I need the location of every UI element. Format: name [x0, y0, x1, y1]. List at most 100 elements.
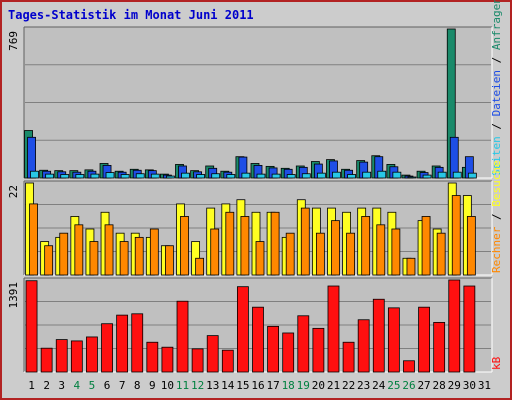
x-tick-label-day-26: 26 [402, 379, 415, 392]
top-bar-seiten-day-21 [332, 171, 341, 179]
top-bar-seiten-day-15 [241, 172, 251, 179]
x-tick-label-day-10: 10 [161, 379, 174, 392]
bottom-bar-kb-day-6 [101, 323, 113, 373]
top-bar-seiten-day-30 [467, 172, 477, 179]
top-bar-seiten-day-23 [362, 171, 372, 179]
top-ymax-label: 769 [7, 31, 20, 51]
x-tick-label-day-2: 2 [43, 379, 50, 392]
top-bar-seiten-day-14 [226, 174, 236, 179]
x-tick-label-day-27: 27 [417, 379, 430, 392]
x-tick-label-day-1: 1 [28, 379, 35, 392]
top-bar-seiten-day-7 [120, 174, 130, 179]
top-bar-seiten-day-27 [422, 174, 432, 179]
bottom-bar-kb-day-29 [448, 279, 461, 373]
bottom-bar-kb-day-7 [116, 314, 129, 373]
middle-bar-rechner-day-26 [406, 257, 416, 276]
middle-bar-rechner-day-30 [466, 216, 476, 276]
top-bar-seiten-day-5 [90, 173, 100, 179]
middle-bar-rechner-day-5 [89, 241, 99, 276]
x-tick-label-day-28: 28 [433, 379, 446, 392]
bottom-bar-kb-day-12 [191, 348, 204, 373]
bottom-bar-kb-day-28 [433, 321, 446, 373]
legend-entry: Rechner [490, 226, 503, 273]
middle-bar-rechner-day-1 [29, 203, 38, 276]
chart-title: Tages-Statistik im Monat Juni 2011 [8, 8, 254, 22]
top-legend: Seiten / Dateien / Anfragen [490, 0, 503, 176]
top-bar-seiten-day-12 [196, 174, 206, 179]
middle-bar-rechner-day-6 [104, 224, 114, 276]
x-tick-label-day-29: 29 [448, 379, 461, 392]
middle-bar-rechner-day-2 [44, 245, 54, 276]
middle-bar-rechner-day-12 [195, 257, 205, 276]
top-bar-seiten-day-4 [75, 174, 85, 179]
middle-bar-rechner-day-27 [421, 216, 431, 276]
bottom-legend: kB [490, 356, 503, 370]
bottom-bar-kb-day-11 [176, 300, 189, 373]
bottom-bar-kb-day-4 [70, 340, 83, 373]
legend-entry: kB [490, 356, 503, 370]
top-bar-seiten-day-22 [347, 174, 356, 179]
x-tick-label-day-23: 23 [357, 379, 370, 392]
middle-bar-rechner-day-19 [300, 207, 310, 276]
bottom-bar-kb-day-27 [418, 306, 430, 373]
bottom-bar-kb-day-2 [40, 347, 53, 373]
bottom-bar-kb-day-14 [221, 349, 234, 373]
legend-entry: Besuche [490, 160, 503, 206]
middle-bar-rechner-day-29 [451, 195, 461, 276]
x-tick-label-day-18: 18 [282, 379, 295, 392]
middle-bar-rechner-day-4 [74, 224, 84, 276]
top-bar-seiten-day-3 [60, 174, 70, 179]
bottom-bar-kb-day-9 [146, 341, 159, 373]
top-bar-seiten-day-25 [392, 171, 402, 179]
middle-bar-rechner-day-24 [376, 224, 386, 276]
top-bar-seiten-day-26 [407, 176, 417, 179]
x-tick-label-day-16: 16 [251, 379, 264, 392]
middle-bar-rechner-day-13 [210, 228, 220, 276]
middle-bar-rechner-day-15 [240, 216, 250, 276]
bottom-ymax-label: 1391 [7, 282, 20, 309]
x-tick-label-day-19: 19 [297, 379, 310, 392]
bottom-bar-kb-day-15 [237, 286, 249, 373]
bottom-bar-kb-day-19 [297, 315, 310, 373]
bottom-bar-kb-day-1 [25, 280, 38, 373]
middle-bar-rechner-day-20 [315, 232, 325, 276]
top-bar-seiten-day-28 [437, 171, 447, 179]
bottom-bar-kb-day-13 [206, 335, 219, 373]
middle-bar-rechner-day-16 [255, 241, 265, 276]
legend-entry: / [490, 207, 503, 227]
x-tick-label-day-9: 9 [149, 379, 156, 392]
bottom-bar-kb-day-21 [327, 285, 340, 373]
top-bar-seiten-day-9 [150, 173, 160, 179]
x-tick-label-day-14: 14 [221, 379, 235, 392]
top-bar-seiten-day-2 [45, 173, 55, 179]
legend-entry: / [490, 50, 503, 70]
x-tick-label-day-15: 15 [236, 379, 249, 392]
bottom-bar-kb-day-16 [252, 306, 264, 373]
x-tick-label-day-4: 4 [74, 379, 81, 392]
top-bar-seiten-day-29 [452, 171, 462, 179]
middle-ymax-label: 22 [7, 185, 20, 198]
bottom-bar-kb-day-22 [342, 341, 355, 373]
middle-bar-rechner-day-8 [134, 236, 144, 276]
bottom-bar-kb-day-25 [387, 307, 400, 373]
bottom-bar-kb-day-26 [403, 360, 415, 373]
top-bar-seiten-day-11 [181, 172, 190, 179]
middle-bar-rechner-day-14 [225, 211, 235, 276]
top-bar-seiten-day-19 [301, 173, 311, 179]
x-tick-label-day-31: 31 [478, 379, 491, 392]
middle-bar-rechner-day-9 [149, 228, 159, 276]
middle-bar-rechner-day-23 [361, 216, 371, 276]
bottom-bar-kb-day-3 [55, 339, 68, 373]
top-bar-seiten-day-10 [166, 175, 175, 179]
middle-bar-rechner-day-28 [436, 232, 446, 276]
top-bar-seiten-day-6 [105, 172, 115, 179]
top-bar-seiten-day-8 [135, 173, 145, 179]
top-bar-seiten-day-13 [211, 173, 221, 179]
top-bar-seiten-day-24 [377, 170, 387, 179]
top-bar-seiten-day-18 [286, 174, 296, 179]
bottom-bar-kb-day-10 [161, 346, 174, 373]
top-bar-seiten-day-16 [256, 173, 266, 179]
x-tick-label-day-3: 3 [58, 379, 65, 392]
x-tick-label-day-20: 20 [312, 379, 325, 392]
legend-entry: / [490, 116, 503, 136]
